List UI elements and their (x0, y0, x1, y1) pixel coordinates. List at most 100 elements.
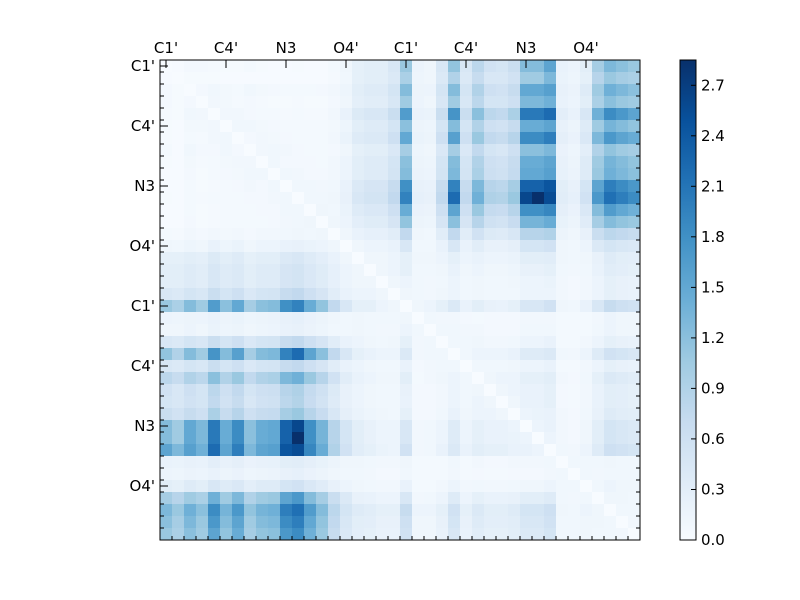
heatmap-cell (244, 192, 257, 205)
heatmap-cell (196, 372, 209, 385)
heatmap-cell (232, 252, 245, 265)
heatmap-cell (256, 528, 269, 541)
heatmap-cell (160, 168, 173, 181)
heatmap-cell (424, 312, 437, 325)
heatmap-cell (196, 240, 209, 253)
x-tick-labels: C1' C4' N3 O4' C1' C4' N3 O4' (154, 39, 599, 57)
heatmap-cell (508, 420, 521, 433)
heatmap-cell (472, 108, 485, 121)
heatmap-cell (280, 528, 293, 541)
heatmap-cell (364, 408, 377, 421)
heatmap-cell (628, 312, 641, 325)
heatmap-cell (196, 228, 209, 241)
heatmap-cell (196, 288, 209, 301)
heatmap-cell (604, 288, 617, 301)
heatmap-cell (256, 336, 269, 349)
heatmap-cell (448, 240, 461, 253)
heatmap-cell (448, 336, 461, 349)
heatmap-cell (244, 336, 257, 349)
heatmap-cell (436, 120, 449, 133)
heatmap-cell (280, 192, 293, 205)
heatmap-cell (304, 252, 317, 265)
heatmap-cell (628, 480, 641, 493)
heatmap-cell (568, 120, 581, 133)
heatmap-cell (220, 492, 233, 505)
heatmap-cell (196, 204, 209, 217)
heatmap-cell (568, 192, 581, 205)
heatmap-cell (532, 240, 545, 253)
heatmap-cell (508, 252, 521, 265)
heatmap-cell (436, 528, 449, 541)
heatmap-cell (460, 360, 473, 373)
heatmap-cell (448, 480, 461, 493)
heatmap-cell (328, 516, 341, 529)
heatmap-cell (616, 144, 629, 157)
heatmap-cell (424, 444, 437, 457)
heatmap-cell (280, 432, 293, 445)
heatmap-cell (172, 468, 185, 481)
heatmap-cell (556, 360, 569, 373)
heatmap-cell (268, 216, 281, 229)
heatmap-cell (496, 336, 509, 349)
heatmap-cell (592, 360, 605, 373)
heatmap-cell (256, 312, 269, 325)
heatmap-cell (520, 432, 533, 445)
heatmap-cell (352, 456, 365, 469)
heatmap-cell (424, 348, 437, 361)
heatmap-cell (472, 396, 485, 409)
x-tick-label: O4' (333, 39, 358, 57)
heatmap-cell (496, 60, 509, 73)
heatmap-cell (544, 156, 557, 169)
heatmap-cell (376, 276, 389, 289)
heatmap-cell (580, 408, 593, 421)
heatmap-cell (460, 348, 473, 361)
heatmap-cell (340, 180, 353, 193)
heatmap-cell (328, 360, 341, 373)
heatmap-cell (268, 276, 281, 289)
heatmap-cell (556, 108, 569, 121)
heatmap-cell (604, 192, 617, 205)
heatmap-cell (400, 72, 413, 85)
heatmap-cell (340, 360, 353, 373)
heatmap-cell (376, 72, 389, 85)
heatmap-cell (376, 372, 389, 385)
heatmap-cell (328, 492, 341, 505)
heatmap-cell (568, 396, 581, 409)
heatmap-cell (352, 180, 365, 193)
heatmap-cell (244, 180, 257, 193)
heatmap-cell (292, 168, 305, 181)
heatmap-cell (256, 456, 269, 469)
heatmap-cell (292, 360, 305, 373)
heatmap-cell (304, 132, 317, 145)
heatmap-cell (256, 372, 269, 385)
heatmap-cell (268, 180, 281, 193)
heatmap-cell (472, 432, 485, 445)
heatmap-cell (460, 300, 473, 313)
heatmap-cell (520, 480, 533, 493)
heatmap-cell (364, 180, 377, 193)
heatmap-cell (304, 240, 317, 253)
heatmap-cell (604, 108, 617, 121)
heatmap-cell (232, 300, 245, 313)
heatmap-cell (496, 420, 509, 433)
heatmap-cell (604, 228, 617, 241)
heatmap-cell (268, 288, 281, 301)
heatmap-cell (400, 360, 413, 373)
heatmap-cell (220, 444, 233, 457)
heatmap-cell (184, 300, 197, 313)
heatmap-cell (568, 180, 581, 193)
heatmap-cell (364, 360, 377, 373)
heatmap-cell (508, 72, 521, 85)
heatmap-cell (544, 108, 557, 121)
heatmap-cell (172, 408, 185, 421)
heatmap-cell (508, 192, 521, 205)
heatmap-cell (568, 360, 581, 373)
heatmap-cell (436, 360, 449, 373)
heatmap-cell (160, 228, 173, 241)
heatmap-cell (328, 300, 341, 313)
heatmap-cell (220, 216, 233, 229)
heatmap-cell (592, 468, 605, 481)
heatmap-cell (496, 72, 509, 85)
heatmap-cell (208, 132, 221, 145)
heatmap-cell (616, 360, 629, 373)
